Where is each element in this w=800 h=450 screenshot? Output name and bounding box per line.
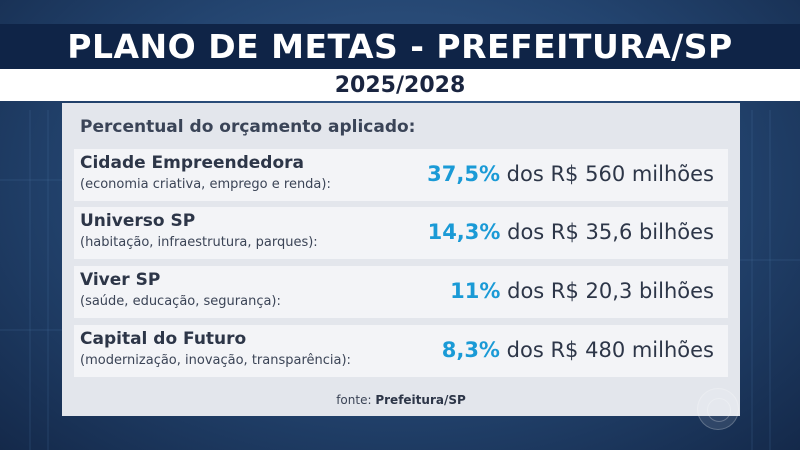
row-percent: 8,3% (441, 338, 500, 362)
row-description: (modernização, inovação, transparência): (80, 353, 351, 368)
row-value: 37,5% dos R$ 560 milhões (427, 162, 714, 186)
source-value: Prefeitura/SP (375, 393, 466, 407)
panel-heading: Percentual do orçamento aplicado: (80, 117, 416, 137)
row-name: Viver SP (80, 270, 161, 290)
row-amount: dos R$ 560 milhões (506, 162, 714, 186)
row-amount: dos R$ 20,3 bilhões (507, 279, 714, 303)
subtitle-bar: 2025/2028 (0, 69, 800, 101)
budget-row-universo-sp: Universo SP (habitação, infraestrutura, … (74, 207, 728, 259)
row-amount: dos R$ 35,6 bilhões (507, 220, 714, 244)
source-label: fonte: (336, 393, 372, 407)
title-bar: PLANO DE METAS - PREFEITURA/SP (0, 24, 800, 69)
budget-panel: Percentual do orçamento aplicado: Cidade… (62, 103, 740, 416)
row-description: (economia criativa, emprego e renda): (80, 177, 331, 192)
logo-inner-ring (707, 398, 731, 422)
row-name: Capital do Futuro (80, 329, 247, 349)
source-note: fonte: Prefeitura/SP (62, 393, 740, 407)
row-percent: 14,3% (427, 220, 501, 244)
row-description: (saúde, educação, segurança): (80, 294, 281, 309)
row-percent: 37,5% (427, 162, 500, 186)
row-value: 14,3% dos R$ 35,6 bilhões (428, 220, 714, 244)
globo-logo-icon (697, 388, 739, 430)
row-description: (habitação, infraestrutura, parques): (80, 235, 318, 250)
budget-row-capital-do-futuro: Capital do Futuro (modernização, inovaçã… (74, 325, 728, 377)
page-subtitle: 2025/2028 (334, 72, 466, 98)
row-value: 11% dos R$ 20,3 bilhões (450, 279, 714, 303)
row-percent: 11% (450, 279, 501, 303)
budget-row-viver-sp: Viver SP (saúde, educação, segurança): 1… (74, 266, 728, 318)
page-title: PLANO DE METAS - PREFEITURA/SP (67, 27, 733, 66)
row-name: Universo SP (80, 211, 196, 231)
row-name: Cidade Empreendedora (80, 153, 305, 173)
budget-row-cidade-empreendedora: Cidade Empreendedora (economia criativa,… (74, 149, 728, 201)
row-amount: dos R$ 480 milhões (506, 338, 714, 362)
row-value: 8,3% dos R$ 480 milhões (442, 338, 714, 362)
